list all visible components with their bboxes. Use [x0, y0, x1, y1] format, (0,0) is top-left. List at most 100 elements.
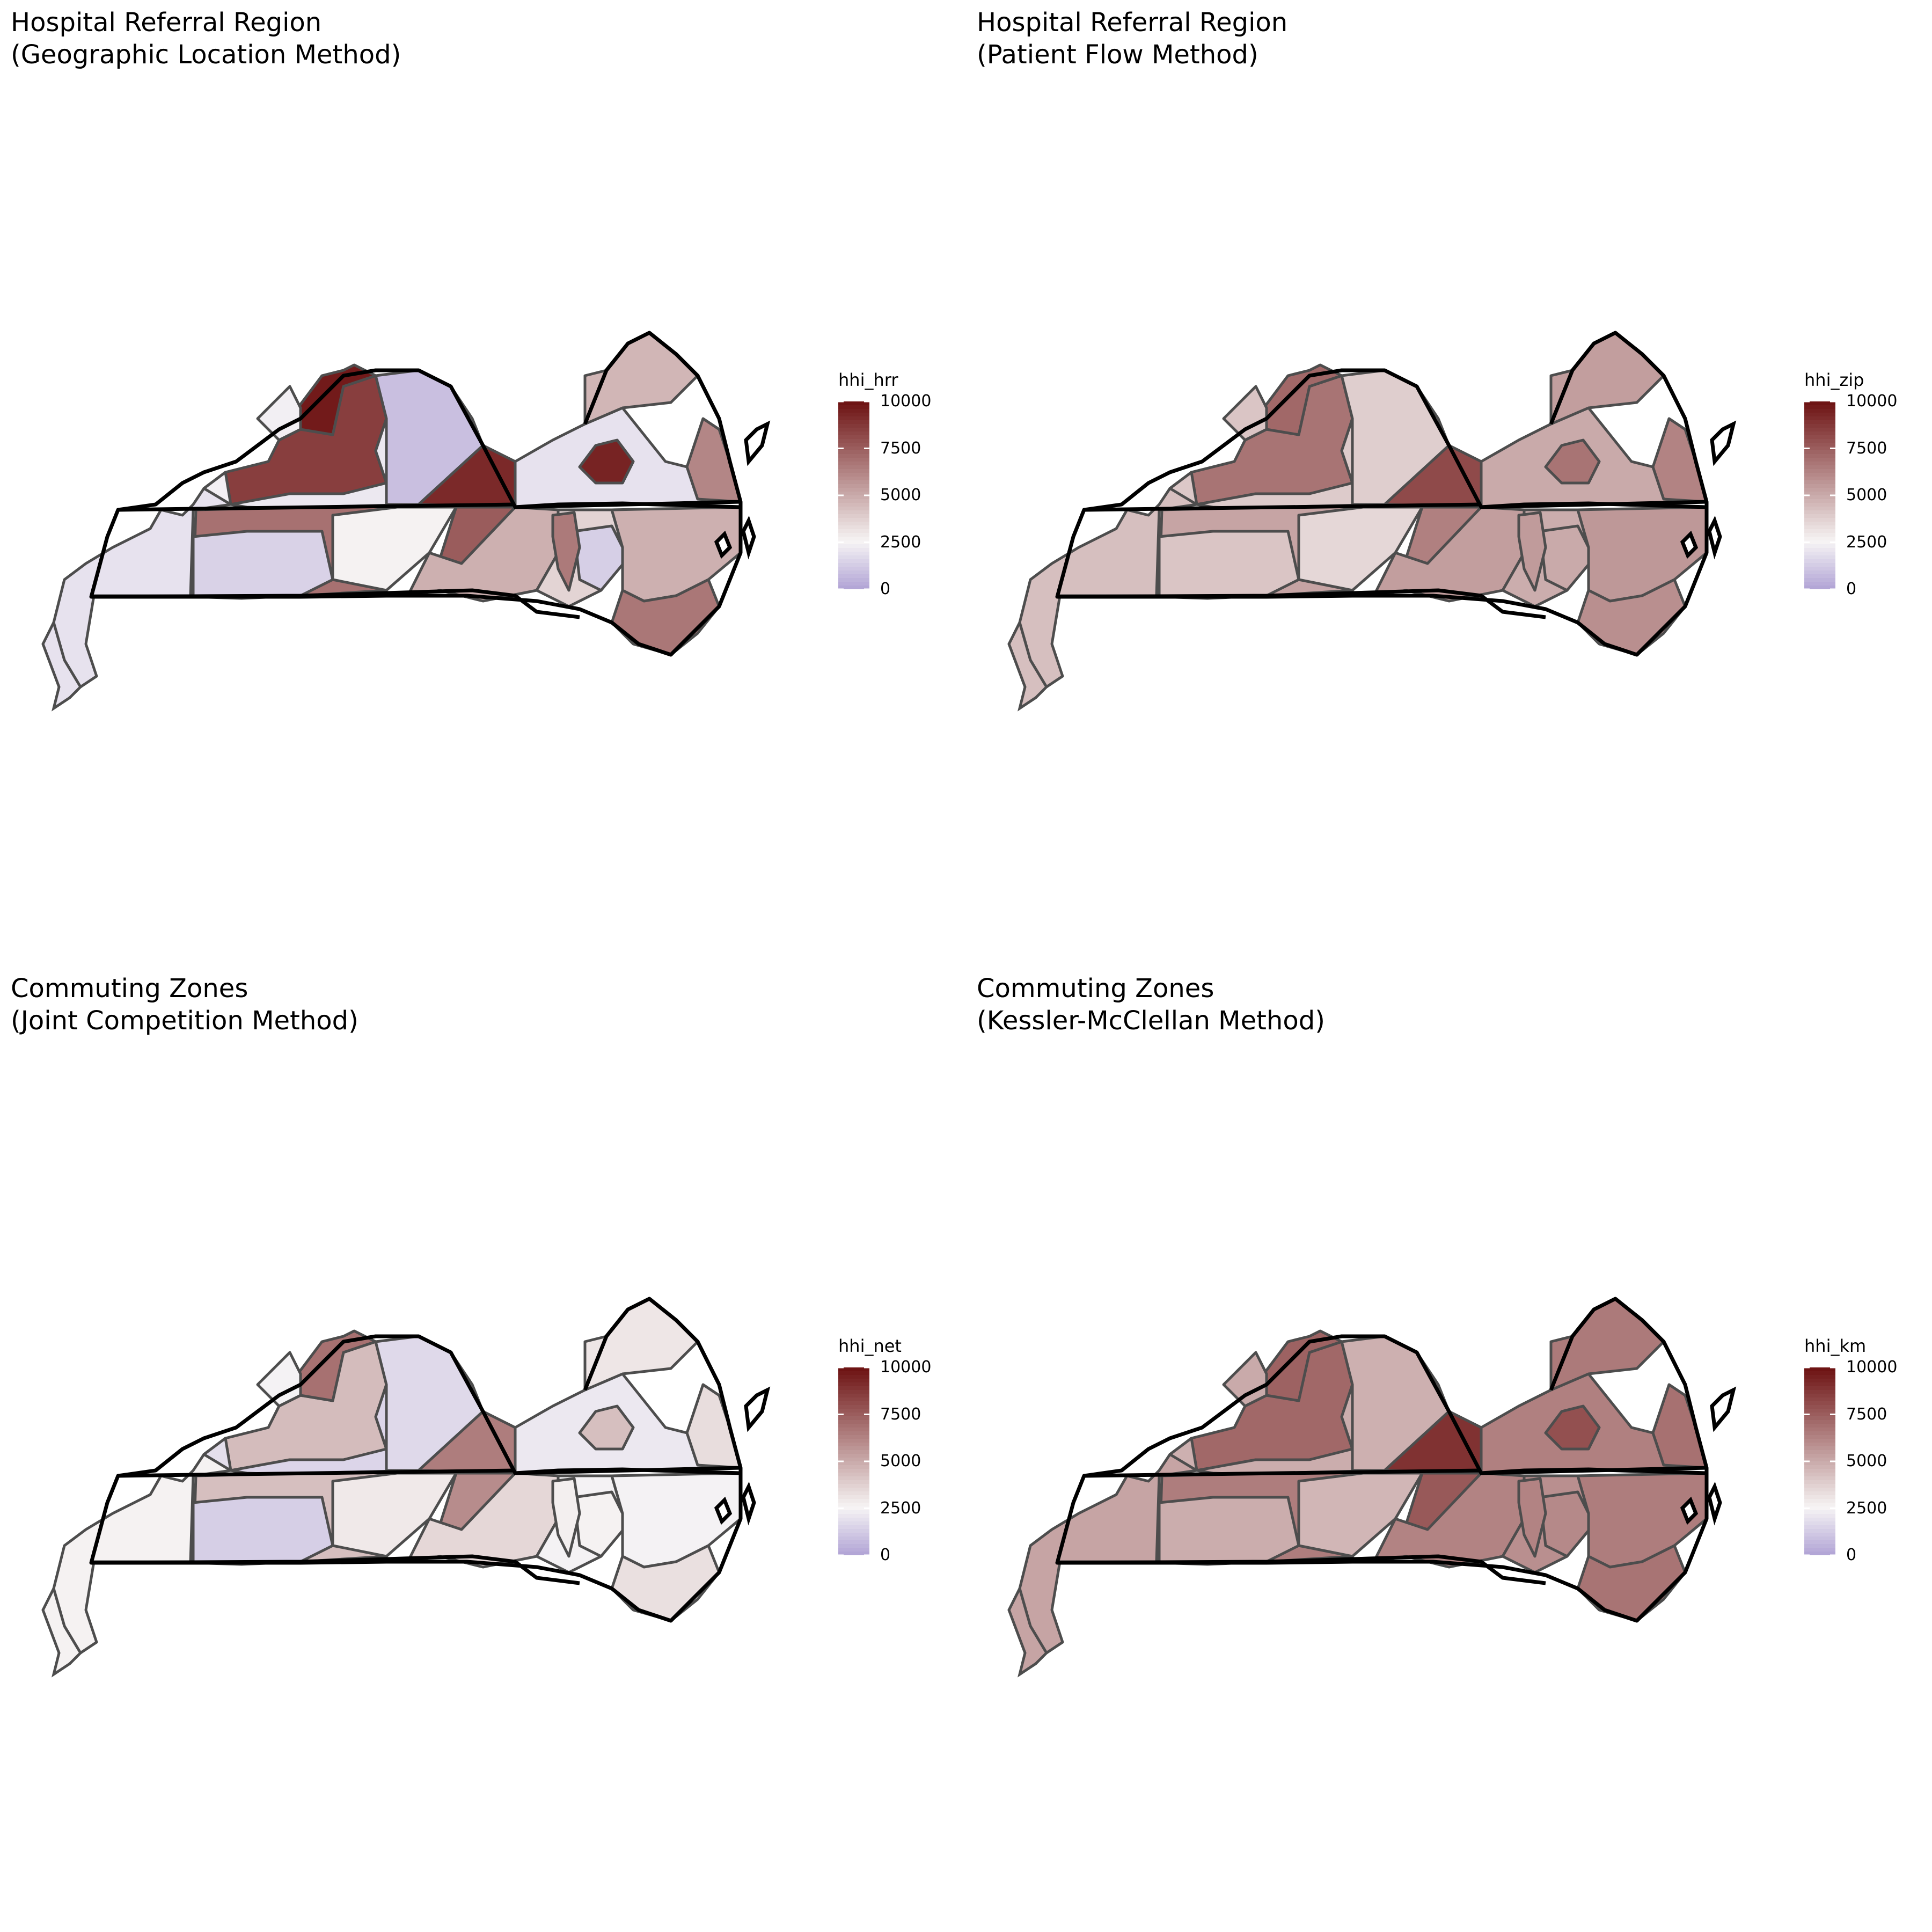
region-layer	[52, 331, 742, 689]
region-nc-peak	[551, 511, 581, 592]
legend-color-step	[1804, 495, 1835, 500]
legend-tick-label: 10000	[1846, 392, 1898, 411]
legend-colorbar	[1804, 401, 1835, 589]
legend-color-step	[838, 401, 869, 406]
region-ky-north-peak	[296, 363, 377, 436]
legend-color-step	[838, 522, 869, 526]
legend-color-step	[838, 458, 869, 462]
legend-color-step	[1804, 1488, 1835, 1492]
legend-color-step	[1804, 1544, 1835, 1548]
legend-tick-label: 0	[1846, 1546, 1857, 1564]
choropleth-map	[41, 1297, 771, 1678]
legend-color-step	[838, 574, 869, 579]
legend-color-step	[838, 1409, 869, 1413]
legend-tick-label: 2500	[880, 532, 921, 552]
legend-color-step	[1804, 1450, 1835, 1454]
region-nc-peak	[1517, 1477, 1547, 1558]
legend-color-step	[1804, 462, 1835, 466]
map-panel-joint-competition: Commuting Zones (Joint Competition Metho…	[0, 966, 966, 1932]
legend-color-step	[838, 1473, 869, 1477]
state-border-4	[1549, 1297, 1709, 1468]
legend-colorbar	[1804, 1367, 1835, 1555]
panel-title-line2: (Geographic Location Method)	[11, 40, 401, 70]
legend-color-step	[838, 544, 869, 548]
legend-color-step	[838, 1431, 869, 1436]
legend-color-step	[1804, 1397, 1835, 1402]
state-border-2	[1084, 1467, 1707, 1478]
state-border-2	[118, 501, 741, 512]
legend-color-step	[1804, 1416, 1835, 1421]
legend-color-step	[838, 1386, 869, 1391]
legend-color-step	[1804, 1382, 1835, 1387]
region-va-richmond	[1544, 1404, 1601, 1451]
legend-color-step	[1804, 1386, 1835, 1391]
coast-island-2	[1707, 1481, 1722, 1526]
legend-color-step	[838, 1428, 869, 1432]
legend-color-step	[1804, 1461, 1835, 1466]
legend-tick-label: 2500	[1846, 532, 1887, 552]
region-va-norfolk	[1651, 417, 1708, 503]
legend-color-step	[1804, 1409, 1835, 1413]
legend-color-step	[838, 1529, 869, 1533]
legend-color-step	[838, 1518, 869, 1522]
legend-tick-label: 5000	[880, 1452, 921, 1470]
legend-color-step	[1804, 1439, 1835, 1443]
legend-color-step	[838, 529, 869, 533]
region-va-richmond	[578, 1404, 635, 1451]
legend-color-step	[1804, 1454, 1835, 1458]
legend-color-step	[838, 416, 869, 421]
region-nc-peak	[1517, 511, 1547, 592]
legend-color-step	[1804, 555, 1835, 560]
legend-color-step	[838, 1401, 869, 1406]
legend-color-step	[1804, 1510, 1835, 1514]
legend-color-step	[838, 525, 869, 530]
legend-color-step	[1804, 405, 1835, 409]
map-panel-patient-flow: Hospital Referral Region (Patient Flow M…	[966, 0, 1932, 966]
legend-color-step	[1804, 578, 1835, 582]
legend-tick-label: 2500	[1846, 1498, 1887, 1518]
legend-color-step	[838, 1413, 869, 1417]
state-border-2	[118, 1467, 741, 1478]
legend-color-step	[838, 507, 869, 511]
region-sw-tail	[41, 619, 83, 712]
legend-color-step	[1804, 469, 1835, 473]
legend-color-step	[1804, 443, 1835, 447]
legend-color-step	[1804, 1405, 1835, 1409]
legend-color-step	[838, 578, 869, 582]
legend-color-step	[1804, 1503, 1835, 1507]
legend-color-step	[838, 1435, 869, 1439]
legend-color-step	[1804, 480, 1835, 485]
panel-title-line2: (Joint Competition Method)	[11, 1006, 358, 1036]
color-legend: hhi_net 10000 7500 5000 2500 0	[838, 1335, 962, 1614]
legend-color-step	[838, 428, 869, 432]
region-nc-central-blue	[573, 1490, 630, 1558]
legend-color-step	[1804, 492, 1835, 496]
legend-tick-labels: 10000 7500 5000 2500 0	[880, 1359, 961, 1564]
legend-title: hhi_km	[1804, 1336, 1867, 1356]
legend-color-step	[838, 1514, 869, 1518]
panel-title: Commuting Zones (Joint Competition Metho…	[11, 972, 358, 1037]
region-nc-central-blue	[1539, 1490, 1596, 1558]
legend-color-step	[838, 1510, 869, 1514]
legend-color-step	[838, 1544, 869, 1548]
legend-color-step	[838, 1499, 869, 1503]
legend-color-step	[838, 1379, 869, 1383]
legend-color-step	[1804, 428, 1835, 432]
state-border-3	[91, 588, 580, 619]
legend-color-step	[1804, 450, 1835, 455]
legend-tick-labels: 10000 7500 5000 2500 0	[1846, 392, 1927, 598]
legend-color-step	[838, 582, 869, 586]
legend-tick-label: 5000	[1846, 486, 1887, 504]
panel-title: Hospital Referral Region (Geographic Loc…	[11, 6, 401, 71]
panel-title: Hospital Referral Region (Patient Flow M…	[977, 6, 1287, 71]
legend-color-step	[838, 1521, 869, 1526]
legend-color-step	[838, 1548, 869, 1552]
region-va-norfolk	[685, 1383, 742, 1469]
legend-color-step	[838, 454, 869, 458]
region-tn-central	[1158, 1496, 1300, 1564]
legend-color-step	[1804, 1529, 1835, 1533]
state-border-3	[91, 1554, 580, 1585]
color-legend: hhi_km 10000 7500 5000 2500 0	[1804, 1335, 1928, 1614]
region-ky-north-wedge	[256, 385, 302, 442]
legend-color-step	[1804, 477, 1835, 481]
